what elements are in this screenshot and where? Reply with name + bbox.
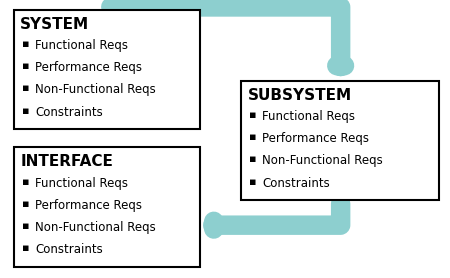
Text: INTERFACE: INTERFACE <box>20 154 113 169</box>
FancyBboxPatch shape <box>241 81 439 200</box>
Text: ▪: ▪ <box>22 61 29 71</box>
Text: ▪: ▪ <box>22 199 29 209</box>
Text: Functional Reqs: Functional Reqs <box>35 177 128 190</box>
Text: Performance Reqs: Performance Reqs <box>35 61 142 74</box>
Text: ▪: ▪ <box>22 221 29 231</box>
Text: Constraints: Constraints <box>35 243 103 256</box>
Text: ▪: ▪ <box>249 177 256 187</box>
Text: ▪: ▪ <box>22 243 29 253</box>
Text: Functional Reqs: Functional Reqs <box>262 110 356 123</box>
Text: Non-Functional Reqs: Non-Functional Reqs <box>35 221 156 234</box>
Text: Constraints: Constraints <box>262 177 330 190</box>
Text: ▪: ▪ <box>22 106 29 116</box>
Text: Performance Reqs: Performance Reqs <box>262 132 369 145</box>
Text: Non-Functional Reqs: Non-Functional Reqs <box>35 83 156 96</box>
Text: ▪: ▪ <box>249 110 256 120</box>
Text: ▪: ▪ <box>22 83 29 93</box>
Text: ▪: ▪ <box>249 154 256 164</box>
Text: SYSTEM: SYSTEM <box>20 17 90 32</box>
Text: ▪: ▪ <box>249 132 256 142</box>
Text: Non-Functional Reqs: Non-Functional Reqs <box>262 154 383 167</box>
Text: Constraints: Constraints <box>35 106 103 119</box>
FancyBboxPatch shape <box>14 147 200 267</box>
Text: ▪: ▪ <box>22 39 29 49</box>
Text: SUBSYSTEM: SUBSYSTEM <box>248 88 351 103</box>
Text: ▪: ▪ <box>22 177 29 187</box>
Text: Performance Reqs: Performance Reqs <box>35 199 142 212</box>
Text: Functional Reqs: Functional Reqs <box>35 39 128 52</box>
FancyBboxPatch shape <box>14 10 200 129</box>
